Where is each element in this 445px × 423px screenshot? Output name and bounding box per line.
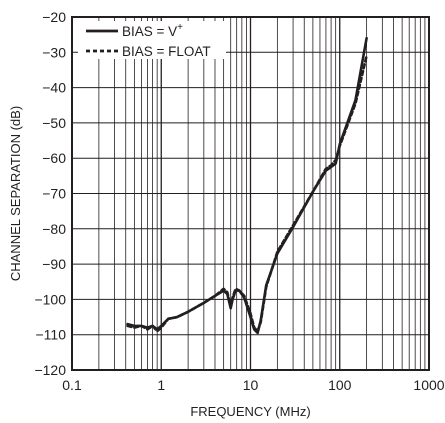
x-tick-label: 1000 — [413, 377, 444, 393]
x-tick-label: 10 — [243, 377, 259, 393]
x-axis-title: FREQUENCY (MHz) — [190, 404, 310, 419]
y-tick-label: −90 — [42, 256, 66, 272]
x-tick-label: 0.1 — [62, 377, 82, 393]
y-tick-label: −120 — [34, 362, 66, 378]
plot-frame — [71, 16, 430, 371]
x-tick-label: 100 — [328, 377, 352, 393]
series-group — [126, 36, 368, 335]
y-tick-label: −30 — [42, 44, 66, 60]
y-tick-label: −20 — [42, 9, 66, 25]
legend-label-bias-float: BIAS = FLOAT — [122, 44, 211, 59]
y-tick-label: −110 — [36, 327, 67, 343]
series-line-bias-float — [126, 54, 368, 333]
tick-labels: −120 −110 −100 −90 −80 −70 −60 −50 −40 −30 −20 0.1 1… — [34, 9, 444, 393]
grid — [72, 17, 429, 370]
legend: BIAS = V+ BIAS = FLOAT — [78, 21, 226, 59]
y-tick-label: −60 — [42, 150, 66, 166]
y-axis-title: CHANNEL SEPARATION (dB) — [8, 106, 23, 281]
y-tick-label: −100 — [34, 291, 66, 307]
x-tick-label: 1 — [157, 377, 165, 393]
y-tick-label: −50 — [42, 115, 66, 131]
legend-label-main: BIAS = V — [122, 24, 177, 39]
y-tick-label: −80 — [42, 221, 66, 237]
y-tick-label: −40 — [42, 80, 66, 96]
y-tick-label: −70 — [42, 186, 66, 202]
legend-background — [78, 21, 226, 59]
legend-label-superscript: + — [177, 22, 183, 33]
legend-label-bias-v-plus: BIAS = V+ — [122, 22, 183, 39]
